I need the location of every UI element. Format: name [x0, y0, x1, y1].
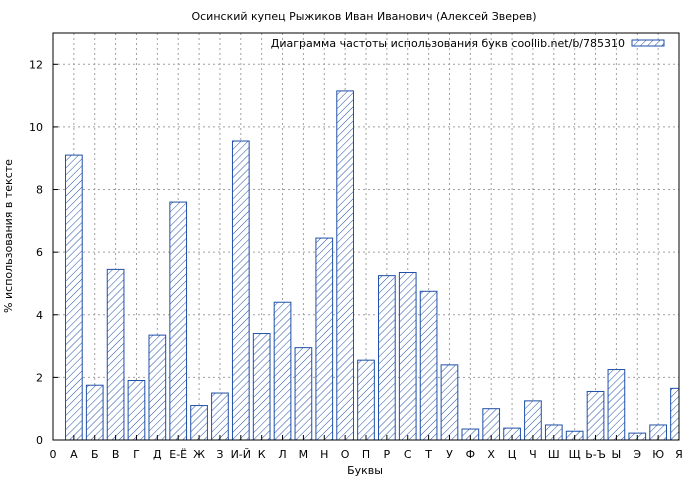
x-axis-ticks: 0 А Б В Г Д Е-Ё Ж З И-Й К Л М Н О П Р С Т У Ф Х Ц Ч Ш Щ Ь-Ъ Ы Э Ю Я [50, 435, 683, 461]
x-tick-label: Ш [548, 448, 560, 461]
bar [85, 384, 104, 441]
y-axis-label: % использования в тексте [2, 159, 15, 313]
bar [65, 154, 83, 441]
bar [315, 237, 334, 441]
x-tick-label: Ы [612, 448, 622, 461]
x-tick-label: З [216, 448, 223, 461]
x-tick-label: Р [384, 448, 391, 461]
bar [211, 392, 229, 441]
bar [607, 369, 626, 441]
bar [231, 140, 250, 441]
x-tick-label: А [70, 448, 78, 461]
x-tick-label: Ф [466, 448, 475, 461]
x-tick-label: М [299, 448, 309, 461]
x-tick-label: Ч [529, 448, 537, 461]
x-tick-label: Щ [569, 448, 581, 461]
y-tick-label: 12 [29, 58, 43, 71]
y-tick-label: 6 [36, 246, 43, 259]
y-tick-label: 4 [36, 309, 43, 322]
x-tick-label: П [362, 448, 370, 461]
chart-title: Осинский купец Рыжиков Иван Иванович (Ал… [191, 10, 536, 23]
bar [273, 301, 292, 441]
bar [357, 359, 375, 441]
x-tick-label: Я [675, 448, 683, 461]
x-tick-label: Ю [652, 448, 664, 461]
x-tick-label: Т [424, 448, 432, 461]
bars [65, 90, 680, 441]
x-tick-label: В [112, 448, 120, 461]
bar [378, 275, 396, 441]
legend-label: Диаграмма частоты использования букв coo… [271, 37, 625, 50]
x-tick-label: О [341, 448, 350, 461]
plot-frame [52, 32, 680, 441]
y-tick-label: 10 [29, 121, 43, 134]
bar [252, 333, 271, 441]
legend: Диаграмма частоты использования букв coo… [271, 37, 665, 50]
x-tick-label: Э [633, 448, 641, 461]
bar [294, 347, 313, 441]
bar [586, 390, 605, 441]
bar [106, 268, 125, 441]
x-tick-label: Н [320, 448, 328, 461]
x-tick-label: Б [91, 448, 99, 461]
x-tick-label: Ж [193, 448, 205, 461]
x-tick-label: С [404, 448, 412, 461]
x-tick-label: Ц [508, 448, 517, 461]
y-tick-label: 0 [36, 434, 43, 447]
x-axis-label: Буквы [347, 464, 383, 477]
y-tick-label: 2 [36, 371, 43, 384]
bar [190, 405, 208, 441]
x-tick-label: К [258, 448, 266, 461]
y-axis-ticks: 0 2 4 6 8 10 12 [29, 58, 58, 447]
bar [336, 90, 354, 441]
x-tick-label: Х [487, 448, 495, 461]
x-tick-label: Г [133, 448, 140, 461]
grid [53, 33, 679, 440]
x-tick-label: И-Й [231, 448, 251, 461]
x-tick-label: Л [278, 448, 286, 461]
bar [398, 272, 417, 441]
bar [440, 364, 459, 441]
x-tick-label: 0 [50, 448, 57, 461]
x-tick-label: Ь-Ъ [585, 448, 606, 461]
legend-swatch [631, 39, 665, 47]
x-tick-label: Д [153, 448, 162, 461]
y-tick-label: 8 [36, 184, 43, 197]
bar [670, 387, 680, 441]
bar [148, 334, 167, 441]
bar [419, 290, 438, 441]
x-tick-label: У [446, 448, 453, 461]
bar [169, 201, 188, 441]
bar [127, 380, 146, 441]
x-tick-label: Е-Ё [169, 448, 187, 461]
bar [524, 400, 542, 441]
